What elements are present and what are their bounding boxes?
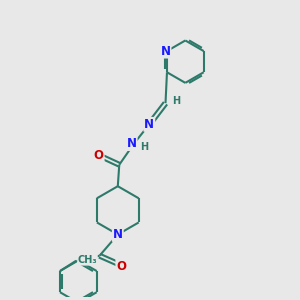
- Text: H: H: [140, 142, 148, 152]
- Text: O: O: [116, 260, 126, 272]
- Text: H: H: [172, 96, 180, 106]
- Text: CH₃: CH₃: [78, 255, 97, 265]
- Text: O: O: [94, 148, 104, 161]
- Text: N: N: [144, 118, 154, 131]
- Text: N: N: [160, 45, 170, 58]
- Text: N: N: [113, 228, 123, 241]
- Text: N: N: [127, 137, 136, 150]
